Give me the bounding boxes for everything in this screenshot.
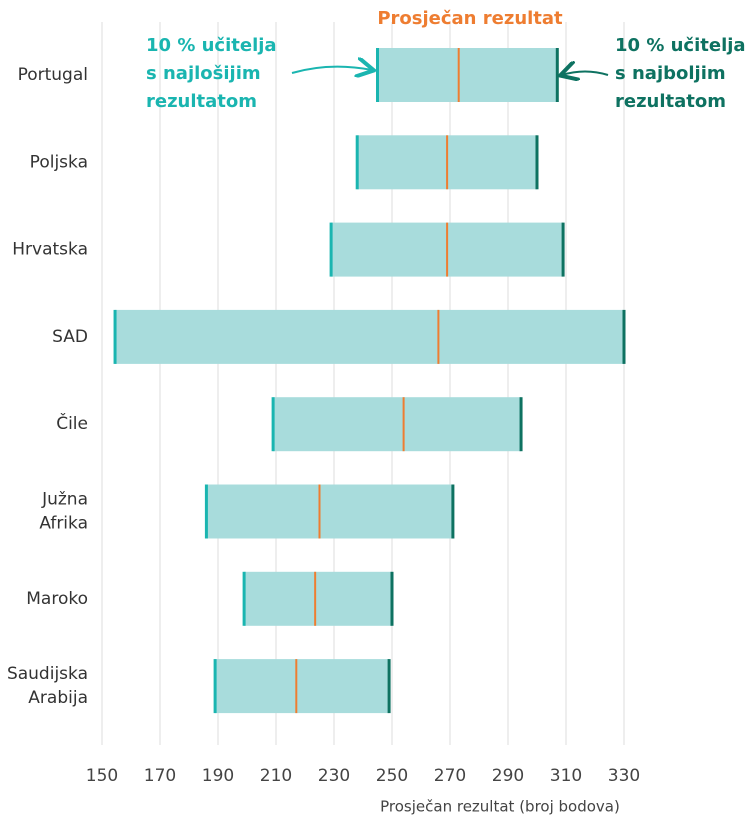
y-tick-label: Poljska [30, 152, 88, 172]
x-tick-label: 270 [434, 766, 466, 786]
x-axis-label: Prosječan rezultat (broj bodova) [380, 798, 620, 816]
arrow [562, 72, 609, 76]
legend-label: 10 % učitelja s najboljim rezultatom [615, 35, 746, 112]
x-tick-label: 170 [144, 766, 176, 786]
y-tick-label: SAD [52, 327, 88, 347]
x-tick-label: 150 [86, 766, 118, 786]
x-tick-label: 330 [608, 766, 640, 786]
range-bar [377, 48, 558, 102]
range-bar [115, 309, 625, 364]
x-tick-label: 310 [550, 766, 582, 786]
x-tick-label: 230 [318, 766, 350, 786]
y-tick-label: Čile [56, 412, 88, 434]
range-bar [273, 397, 522, 452]
range-bar [206, 484, 453, 539]
x-tick-label: 210 [260, 766, 292, 786]
x-tick-label: 190 [202, 766, 234, 786]
y-tick-label: Hrvatska [12, 240, 88, 260]
y-tick-label: Portugal [18, 65, 88, 85]
bars [113, 48, 626, 714]
range-bar [215, 659, 390, 714]
y-tick-label: Saudijska Arabija [7, 664, 88, 708]
x-tick-label: 290 [492, 766, 524, 786]
range-bar [244, 571, 392, 626]
legend-label: 10 % učitelja s najlošijim rezultatom [146, 35, 277, 112]
arrow [291, 67, 372, 73]
y-tick-label: Južna Afrika [39, 490, 88, 534]
y-tick-label: Maroko [26, 589, 88, 609]
legend-label: Prosječan rezultat [377, 8, 563, 29]
x-tick-label: 250 [376, 766, 408, 786]
